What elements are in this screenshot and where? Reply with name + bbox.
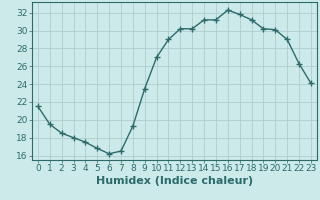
X-axis label: Humidex (Indice chaleur): Humidex (Indice chaleur) bbox=[96, 176, 253, 186]
